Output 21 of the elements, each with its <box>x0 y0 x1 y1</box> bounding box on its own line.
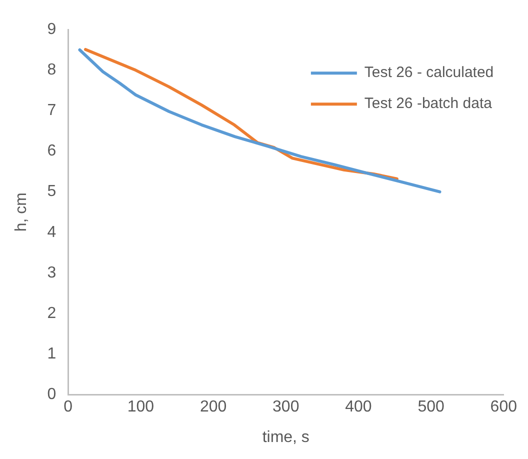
y-tick-label: 8 <box>47 62 56 79</box>
legend-label: Test 26 - calculated <box>364 64 494 82</box>
y-tick-label: 2 <box>47 304 56 322</box>
y-tick-label: 4 <box>47 224 56 241</box>
x-tick-label: 0 <box>64 398 73 416</box>
y-tick-label: 1 <box>47 345 56 362</box>
y-tick-label: 3 <box>47 264 56 282</box>
y-tick-label: 0 <box>47 386 56 404</box>
x-tick-label: 400 <box>345 398 372 416</box>
y-axis-title: h, cm <box>13 192 30 232</box>
y-tick-label: 7 <box>47 102 56 120</box>
x-tick-label: 600 <box>490 398 518 416</box>
x-tick-label: 100 <box>127 398 154 416</box>
y-tick-label: 9 <box>47 21 56 38</box>
x-tick-label: 200 <box>200 398 227 416</box>
y-tick-label: 5 <box>47 183 56 200</box>
x-tick-label: 500 <box>418 398 445 416</box>
x-tick-label: 300 <box>272 398 300 416</box>
x-axis-title: time, s <box>262 428 310 446</box>
legend-label: Test 26 -batch data <box>364 95 493 112</box>
y-tick-label: 6 <box>47 142 56 160</box>
